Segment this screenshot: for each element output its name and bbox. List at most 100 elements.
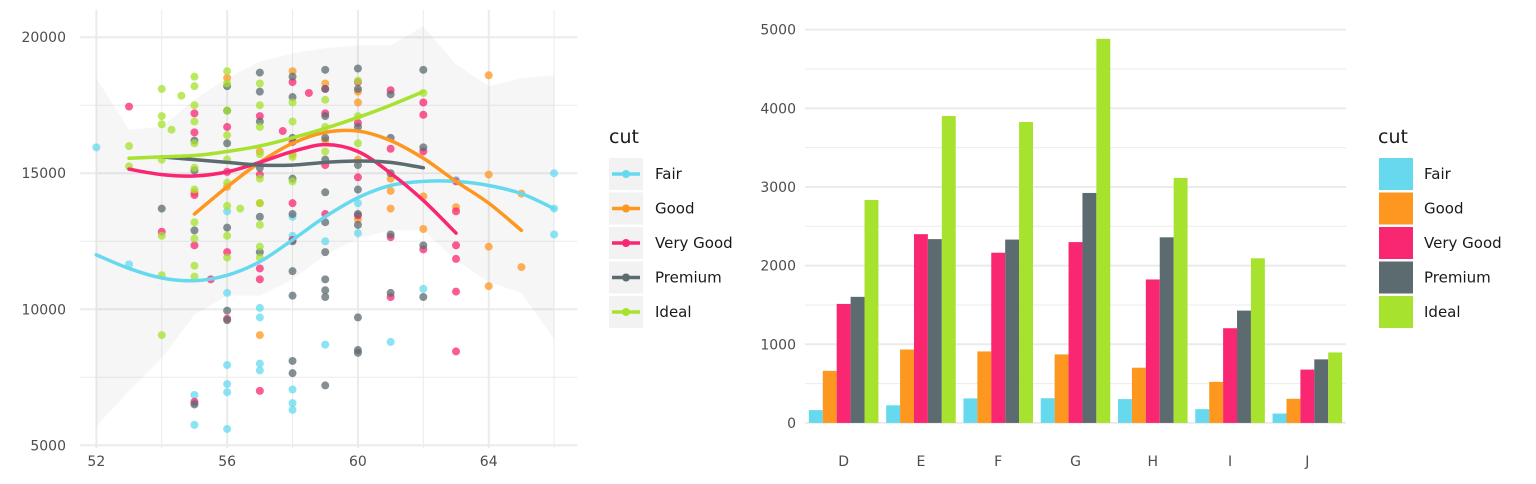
data-point-ideal <box>157 331 166 340</box>
legend-label-good: Good <box>1424 200 1464 218</box>
data-point-very-good <box>255 275 264 284</box>
bar-legend: cut Fair Good Very Good Premium Ideal <box>1378 126 1502 328</box>
data-point-premium <box>321 65 330 74</box>
data-point-fair <box>190 420 199 429</box>
data-point-premium <box>419 241 428 250</box>
bar-f-ideal <box>1019 122 1033 423</box>
legend-key-good <box>1379 192 1413 225</box>
data-point-premium <box>386 90 395 99</box>
data-point-premium <box>288 356 297 365</box>
data-point-ideal <box>255 242 264 251</box>
data-point-premium <box>321 84 330 93</box>
data-point-premium <box>419 143 428 152</box>
data-point-ideal <box>321 147 330 156</box>
bar-d-fair <box>808 410 823 423</box>
data-point-premium <box>321 286 330 295</box>
legend-title: cut <box>609 126 639 148</box>
x-tick-label: G <box>1070 454 1081 470</box>
data-point-premium <box>255 87 264 96</box>
data-point-premium <box>353 348 362 357</box>
legend-key-ideal <box>1379 296 1413 328</box>
data-point-fair <box>288 385 297 394</box>
data-point-ideal <box>353 139 362 148</box>
y-tick-label: 0 <box>787 416 796 432</box>
x-tick-label: J <box>1304 454 1309 470</box>
data-point-very-good <box>419 110 428 119</box>
trend-line-very-good <box>127 142 458 235</box>
data-point-good <box>386 204 395 213</box>
data-point-very-good <box>288 199 297 208</box>
bar-g-premium <box>1082 192 1097 423</box>
data-point-very-good <box>190 109 199 118</box>
bar-e-ideal <box>941 115 956 423</box>
bar-d-very-good <box>836 303 851 423</box>
data-point-very-good <box>255 264 264 273</box>
data-point-premium <box>386 230 395 239</box>
data-point-premium <box>190 400 199 409</box>
bar-h-very-good <box>1145 279 1160 423</box>
data-point-ideal <box>223 231 232 240</box>
data-point-good <box>517 263 526 272</box>
legend-label-fair: Fair <box>1424 165 1452 183</box>
legend-label-very-good: Very Good <box>655 234 733 252</box>
legend-key-point-ideal <box>622 308 630 316</box>
legend-key-fair <box>1379 158 1413 190</box>
y-tick-label: 5000 <box>760 23 796 39</box>
data-point-ideal <box>321 95 330 104</box>
data-point-ideal <box>255 122 264 131</box>
bar-d-good <box>822 370 837 423</box>
x-tick-label: 64 <box>480 454 498 470</box>
data-point-fair <box>92 143 101 152</box>
bar-j-fair <box>1272 413 1287 423</box>
data-point-ideal <box>190 185 199 194</box>
data-point-very-good <box>452 241 461 250</box>
x-tick-label: D <box>838 454 849 470</box>
data-point-premium <box>321 133 330 142</box>
bar-h-premium <box>1159 237 1174 423</box>
bar-e-premium <box>927 239 942 423</box>
data-point-ideal <box>255 79 264 88</box>
data-point-ideal <box>125 142 134 151</box>
data-point-fair <box>223 288 232 297</box>
data-point-premium <box>353 161 362 170</box>
data-point-premium <box>288 210 297 219</box>
data-point-very-good <box>190 128 199 137</box>
x-tick-label: 52 <box>87 454 105 470</box>
y-tick-label: 20000 <box>21 30 66 46</box>
data-point-good <box>484 282 493 291</box>
data-point-premium <box>353 185 362 194</box>
bar-j-premium <box>1314 359 1329 423</box>
legend-label-very-good: Very Good <box>1424 234 1502 252</box>
data-point-good <box>353 98 362 107</box>
x-tick-label: 60 <box>349 454 367 470</box>
data-point-premium <box>321 112 330 121</box>
bar-h-fair <box>1118 399 1132 423</box>
data-point-very-good <box>353 173 362 182</box>
data-point-good <box>255 331 264 340</box>
data-point-premium <box>321 293 330 302</box>
data-point-premium <box>157 204 166 213</box>
trend-line-fair <box>94 179 556 283</box>
data-point-premium <box>353 64 362 73</box>
data-point-premium <box>353 84 362 93</box>
data-point-fair <box>255 366 264 375</box>
data-point-ideal <box>255 101 264 110</box>
data-point-premium <box>353 122 362 131</box>
data-point-ideal <box>255 150 264 159</box>
data-point-very-good <box>190 241 199 250</box>
legend-title: cut <box>1378 126 1408 148</box>
trend-line-premium <box>159 155 426 170</box>
legend-label-ideal: Ideal <box>655 303 692 321</box>
legend-key-very-good <box>1379 227 1413 259</box>
data-point-premium <box>288 72 297 81</box>
data-point-ideal <box>190 234 199 243</box>
bar-d-ideal <box>864 200 879 423</box>
data-point-ideal <box>190 261 199 270</box>
data-point-premium <box>223 316 232 325</box>
data-point-very-good <box>278 127 287 136</box>
data-point-good <box>484 71 493 80</box>
bar-g-fair <box>1040 398 1055 423</box>
data-point-premium <box>321 218 330 227</box>
bar-e-fair <box>886 405 901 423</box>
data-point-premium <box>419 65 428 74</box>
